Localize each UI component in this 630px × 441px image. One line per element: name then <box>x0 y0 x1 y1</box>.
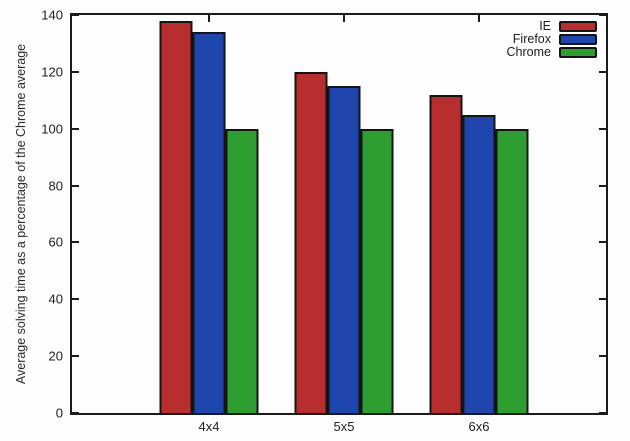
y-tick-mark <box>72 412 79 414</box>
bar-chrome-5x5 <box>360 128 394 413</box>
y-tick-mark <box>599 355 606 358</box>
bar-firefox-5x5 <box>327 86 361 413</box>
legend-swatch-icon <box>559 20 597 32</box>
y-tick-mark <box>599 70 606 73</box>
x-category-tick <box>342 15 345 22</box>
legend-label: Firefox <box>512 32 551 46</box>
bar-chrome-4x4 <box>225 128 259 413</box>
bar-ie-4x4 <box>159 20 193 413</box>
x-category-label: 6x6 <box>468 419 490 434</box>
y-tick-label: 20 <box>48 348 63 364</box>
y-tick-label: 120 <box>41 64 63 80</box>
y-axis-title: Average solving time as a percentage of … <box>14 43 28 385</box>
x-category-label: 5x5 <box>333 419 355 434</box>
plot-area: IE Firefox Chrome 0 20 40 60 80 100 120 140 4x4 5x5… <box>41 8 608 434</box>
bar-ie-5x5 <box>294 71 328 413</box>
y-tick-mark <box>72 241 79 244</box>
legend-swatch-icon <box>559 46 597 58</box>
legend-label: Chrome <box>506 45 551 59</box>
y-tick-mark <box>599 127 606 130</box>
y-tick-label: 100 <box>41 121 63 137</box>
x-category-label: 4x4 <box>198 419 220 434</box>
y-tick-mark <box>599 241 606 244</box>
y-tick-mark <box>72 298 79 301</box>
legend-label: IE <box>539 19 551 33</box>
bar-ie-6x6 <box>429 94 463 413</box>
bar-chrome-6x6 <box>495 128 529 413</box>
x-category-tick <box>477 15 480 22</box>
y-tick-label: 40 <box>48 291 63 307</box>
legend-row-ie: IE <box>507 20 597 32</box>
y-tick-mark <box>599 184 606 187</box>
y-tick-mark <box>599 14 606 16</box>
y-tick-mark <box>599 298 606 301</box>
y-tick-label: 140 <box>41 7 63 23</box>
legend-row-chrome: Chrome <box>507 46 597 58</box>
y-tick-mark <box>72 355 79 358</box>
y-tick-mark <box>72 127 79 130</box>
x-category-tick <box>207 15 210 22</box>
y-tick-mark <box>72 184 79 187</box>
y-tick-mark <box>72 70 79 73</box>
y-tick-label: 80 <box>48 178 63 194</box>
y-tick-mark <box>599 412 606 414</box>
bar-firefox-6x6 <box>462 114 496 413</box>
bar-group-4x4 <box>159 20 259 413</box>
y-tick-mark <box>72 14 79 16</box>
y-tick-label: 60 <box>48 234 63 250</box>
bar-group-5x5 <box>294 71 394 413</box>
legend-row-firefox: Firefox <box>507 33 597 45</box>
y-tick-label: 0 <box>55 405 63 421</box>
bar-group-6x6 <box>429 94 529 413</box>
legend: IE Firefox Chrome <box>507 20 597 59</box>
legend-swatch-icon <box>559 33 597 45</box>
bar-firefox-4x4 <box>192 32 226 413</box>
